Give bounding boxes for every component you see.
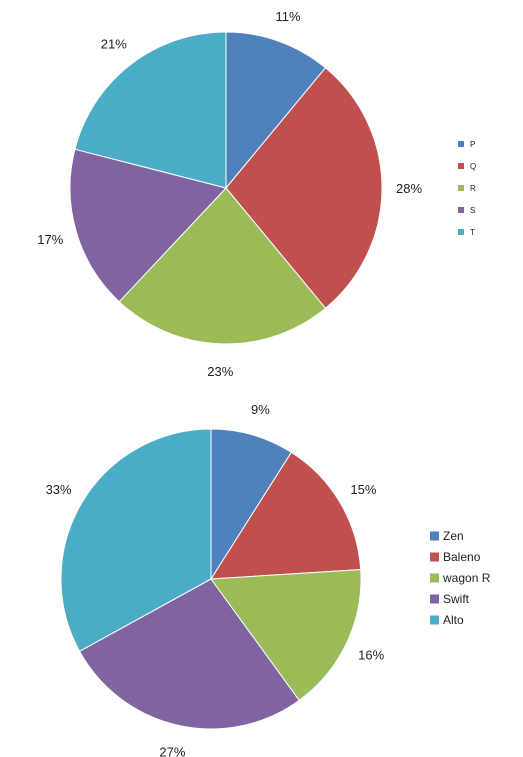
pie-1-slice-q: [225, 67, 383, 309]
pie-1-slice-t: [74, 31, 227, 189]
pie-1-slice-r: [118, 187, 327, 345]
legend-1-swatch-p: [458, 141, 464, 147]
pie-1-legend: P Q R S T: [458, 140, 476, 237]
legend-1-swatch-t: [458, 229, 464, 235]
legend-2-label-alto: Alto: [443, 613, 464, 627]
pie-1-label-t: 21%: [101, 36, 127, 51]
legend-1-swatch-r: [458, 185, 464, 191]
pie-2-label-wagon-r: 16%: [358, 647, 384, 662]
pie-1-label-s: 17%: [37, 232, 63, 247]
legend-1-label-r: R: [470, 184, 476, 193]
legend-1-swatch-s: [458, 207, 464, 213]
pie-2-label-alto: 33%: [46, 482, 72, 497]
legend-2-swatch-alto: [430, 615, 439, 625]
pie-chart-1: 11% 28% 23% 17% 21% P Q R S T: [37, 9, 476, 379]
legend-1-label-p: P: [470, 140, 475, 149]
pie-1-slice-p: [225, 31, 327, 190]
pie-chart-2: 9% 15% 16% 27% 33% Zen Baleno wagon R Swift Alto: [46, 402, 491, 757]
legend-2-swatch-swift: [430, 594, 439, 604]
pie-1-slice-s: [69, 148, 227, 303]
pie-2-label-swift: 27%: [159, 745, 185, 757]
legend-1-label-q: Q: [470, 162, 476, 171]
pie-2-label-baleno: 15%: [350, 482, 376, 497]
pie-2-legend: Zen Baleno wagon R Swift Alto: [430, 529, 491, 627]
pie-2-slice-zen: [210, 428, 293, 581]
pie-2-slice-swift: [78, 578, 300, 730]
pie-1-label-q: 28%: [396, 181, 422, 196]
legend-2-swatch-zen: [430, 531, 439, 541]
legend-1-swatch-q: [458, 163, 464, 169]
legend-1-label-s: S: [470, 206, 475, 215]
legend-2-label-baleno: Baleno: [443, 550, 481, 564]
pie-1-label-r: 23%: [207, 364, 233, 379]
legend-1-label-t: T: [470, 228, 475, 237]
pie-2-slice-baleno: [210, 451, 362, 580]
legend-2-label-zen: Zen: [443, 529, 464, 543]
pie-2-label-zen: 9%: [251, 402, 270, 417]
legend-2-swatch-wagon-r: [430, 573, 439, 583]
pie-1-label-p: 11%: [275, 9, 300, 24]
legend-2-swatch-baleno: [430, 552, 439, 562]
legend-2-label-swift: Swift: [443, 592, 470, 606]
legend-2-label-wagon-r: wagon R: [442, 571, 491, 585]
pie-2-slice-wagon-r: [210, 569, 362, 702]
pie-2-slice-alto: [60, 428, 212, 652]
